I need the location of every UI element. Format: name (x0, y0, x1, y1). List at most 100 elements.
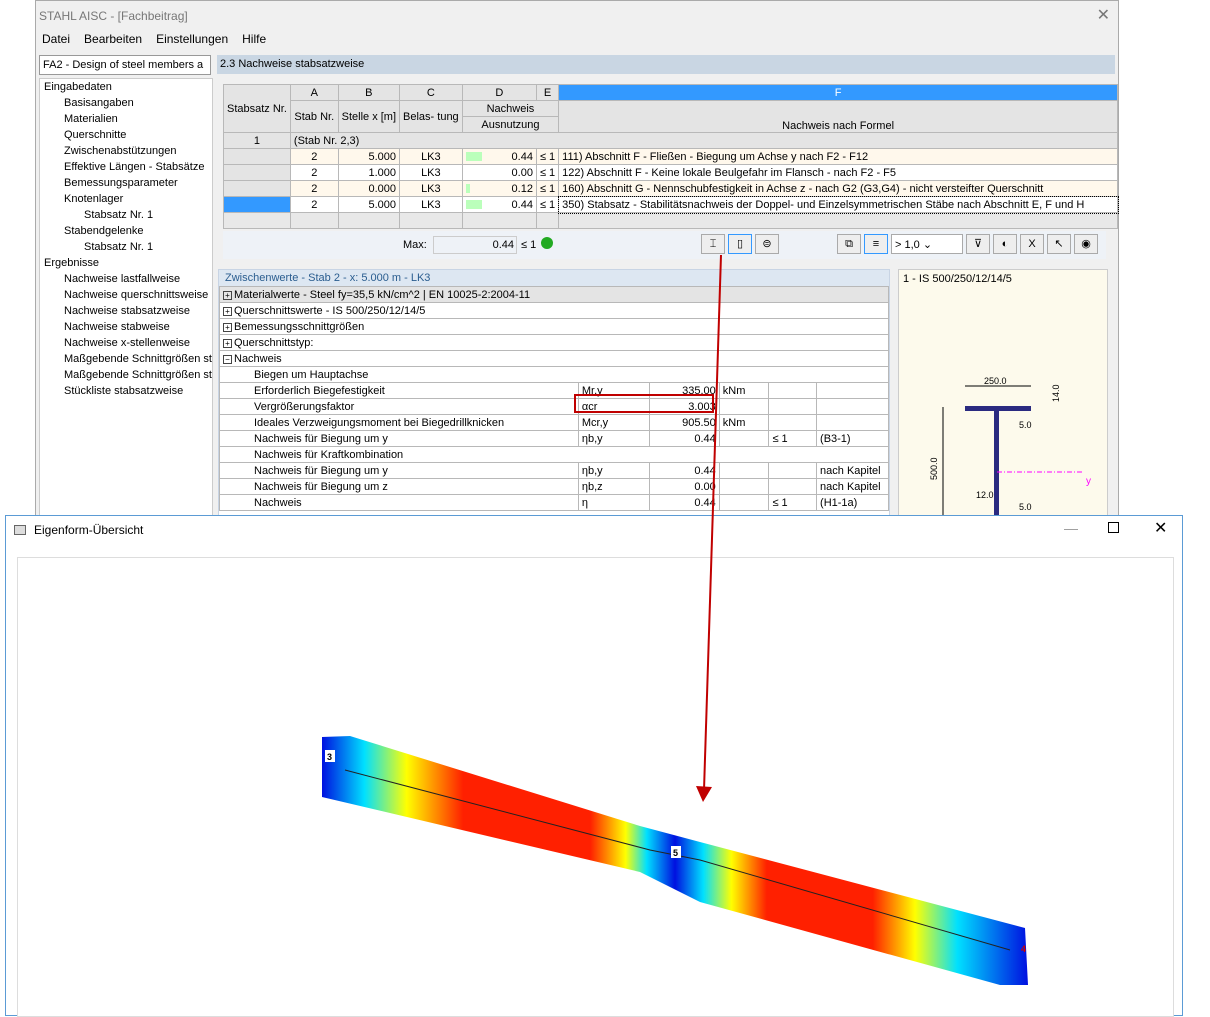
toolbar-right: ⧉ ≡ > 1,0 ⌄ ⊽ ◐ X ↖ ◉ (837, 234, 1101, 254)
ratio-bar (465, 200, 482, 209)
max-label: Max: (403, 239, 427, 251)
tree-item[interactable]: Bemessungsparameter (40, 175, 212, 191)
group-label: Querschnittstyp: (234, 336, 314, 349)
tree-item[interactable]: Ergebnisse (40, 255, 212, 271)
group-label: Materialwerte - Steel fy=35,5 kN/cm^2 | … (234, 288, 531, 301)
tree-item[interactable]: Basisangaben (40, 95, 212, 111)
expand-icon[interactable]: + (223, 322, 232, 332)
menu-item[interactable]: Einstellungen (156, 32, 229, 46)
group-label: Bemessungsschnittgrößen (234, 320, 365, 333)
tree-item-label: Maßgebende Schnittgrößen sta (64, 353, 213, 365)
ratio-value: 0.00 (511, 166, 533, 179)
cell-x: 1.000 (337, 164, 401, 181)
group-label: Querschnittswerte - IS 500/250/12/14/5 (234, 304, 426, 317)
filter-combo[interactable]: > 1,0 ⌄ (891, 234, 963, 254)
row-selector[interactable] (223, 180, 291, 197)
filter-icon[interactable]: ⊽ (966, 234, 990, 254)
tree-item[interactable]: Maßgebende Schnittgrößen sta (40, 351, 212, 367)
value-val: 3.003 (649, 398, 720, 415)
table-row[interactable]: 2 0.000 LK3 0.12 ≤ 1 160) Abschnitt G - Nenns… (223, 180, 1118, 197)
tree-item[interactable]: Stabsatz Nr. 1 (40, 207, 212, 223)
expand-icon[interactable]: + (223, 338, 232, 348)
intermediate-title: Zwischenwerte - Stab 2 - x: 5.000 m - LK… (219, 270, 889, 286)
select-icon[interactable]: ↖ (1047, 234, 1071, 254)
tree-item[interactable]: Nachweise lastfallweise (40, 271, 212, 287)
close-icon[interactable]: ✕ (1096, 7, 1110, 24)
tree-item[interactable]: Knotenlager (40, 191, 212, 207)
tree-item[interactable]: Querschnitte (40, 127, 212, 143)
excel-icon[interactable]: X (1020, 234, 1044, 254)
tree-item[interactable]: Eingabedaten (40, 79, 212, 95)
tree-item[interactable]: Effektive Längen - Stabsätze (40, 159, 212, 175)
empty-cell (337, 212, 401, 229)
deform-icon[interactable]: ⊜ (755, 234, 779, 254)
minimize-button[interactable]: — (1064, 520, 1078, 536)
group-row[interactable]: + Querschnittswerte - IS 500/250/12/14/5 (219, 302, 889, 319)
bars-icon[interactable]: ≡ (864, 234, 888, 254)
tree-item[interactable]: Stabendgelenke (40, 223, 212, 239)
close-button[interactable]: ✕ (1154, 520, 1168, 537)
empty-cell (535, 212, 560, 229)
row-selector[interactable] (223, 164, 291, 181)
table-row[interactable]: 2 1.000 LK3 0.00 ≤ 1 122) Abschnitt F - Keine… (223, 164, 1118, 181)
value-label: Erforderlich Biegefestigkeit (219, 382, 579, 399)
tree-item[interactable]: Maßgebende Schnittgrößen sta (40, 367, 212, 383)
section-view: 1 - IS 500/250/12/14/5 250.0 500.0 14.0 … (898, 269, 1108, 520)
tree-item-label: Nachweise x-stellenweise (64, 337, 190, 349)
ratio-value: 0.44 (511, 150, 533, 163)
hdr-belastung: Belas- tung (399, 100, 463, 133)
maximize-button[interactable] (1108, 522, 1119, 533)
beam-view-icon[interactable]: ▯ (728, 234, 752, 254)
collapse-icon[interactable]: − (223, 354, 232, 364)
window-icon (14, 525, 26, 535)
dim-tf: 14.0 (1051, 384, 1061, 402)
main-window: STAHL AISC - [Fachbeitrag] ✕ Datei Bearbe… (35, 0, 1119, 520)
eigenform-window: Eigenform-Übersicht — ✕ (5, 515, 1183, 1017)
expand-icon[interactable]: + (223, 306, 232, 316)
tree-item-label: Maßgebende Schnittgrößen sta (64, 369, 213, 381)
max-le: ≤ 1 (521, 239, 537, 251)
tree-item[interactable]: Nachweise stabsatzweise (40, 303, 212, 319)
row-selector[interactable] (223, 148, 291, 165)
node-label-box (671, 846, 681, 858)
beam-mode-shape (322, 736, 1028, 985)
toolbar-left: ⌶ ▯ ⊜ (701, 234, 782, 254)
section-title: 2.3 Nachweise stabsatzweise (217, 55, 1115, 74)
menu-item[interactable]: Bearbeiten (84, 32, 143, 46)
tree-item-label: Nachweise lastfallweise (64, 273, 181, 285)
tree-item[interactable]: Stückliste stabsatzweise (40, 383, 212, 399)
hdr-ausnutzung: Ausnutzung (461, 116, 560, 133)
tree-item-label: Stabendgelenke (64, 225, 144, 237)
dim-tw: 12.0 (976, 490, 994, 500)
menu-bar: Datei Bearbeiten Einstellungen Hilfe (42, 32, 266, 46)
row-selector[interactable] (223, 196, 291, 213)
colors-icon[interactable]: ◐ (993, 234, 1017, 254)
highlight-box (574, 394, 714, 413)
tree-item[interactable]: Nachweise stabweise (40, 319, 212, 335)
group-row[interactable]: + Materialwerte - Steel fy=35,5 kN/cm^2 |… (219, 286, 889, 303)
tree-item-label: Nachweise querschnittsweise (64, 289, 209, 301)
ratio-bar (465, 152, 482, 161)
value-label: Nachweis (219, 494, 579, 511)
module-combo[interactable]: FA2 - Design of steel members a (39, 55, 211, 75)
node-label: 4 (1021, 944, 1026, 954)
menu-item[interactable]: Hilfe (242, 32, 267, 46)
export-icon[interactable]: ⧉ (837, 234, 861, 254)
tree-item-label: Stückliste stabsatzweise (64, 385, 184, 397)
value-val: 0.44 (649, 462, 720, 479)
table-row[interactable]: 2 5.000 LK3 0.44 ≤ 1 111) Abschnitt F - Fließ… (223, 148, 1118, 165)
tree-item[interactable]: Stabsatz Nr. 1 (40, 239, 212, 255)
menu-item[interactable]: Datei (42, 32, 71, 46)
tree-item[interactable]: Nachweise querschnittsweise (40, 287, 212, 303)
table-row[interactable]: 2 5.000 LK3 0.44 ≤ 1 350) Stabsatz - Stabilit… (223, 195, 1119, 214)
tree-item[interactable]: Nachweise x-stellenweise (40, 335, 212, 351)
value-row: Erforderlich Biegefestigkeit Mr,y 335.00 kN… (219, 382, 889, 399)
tree-item[interactable]: Zwischenabstützungen (40, 143, 212, 159)
expand-icon[interactable]: + (223, 290, 232, 300)
eye-icon[interactable]: ◉ (1074, 234, 1098, 254)
value-label: Ideales Verzweigungsmoment bei Biegedril… (219, 414, 579, 431)
section-icon[interactable]: ⌶ (701, 234, 725, 254)
combo-value: FA2 - Design of steel members a (43, 59, 204, 71)
tree-item[interactable]: Materialien (40, 111, 212, 127)
